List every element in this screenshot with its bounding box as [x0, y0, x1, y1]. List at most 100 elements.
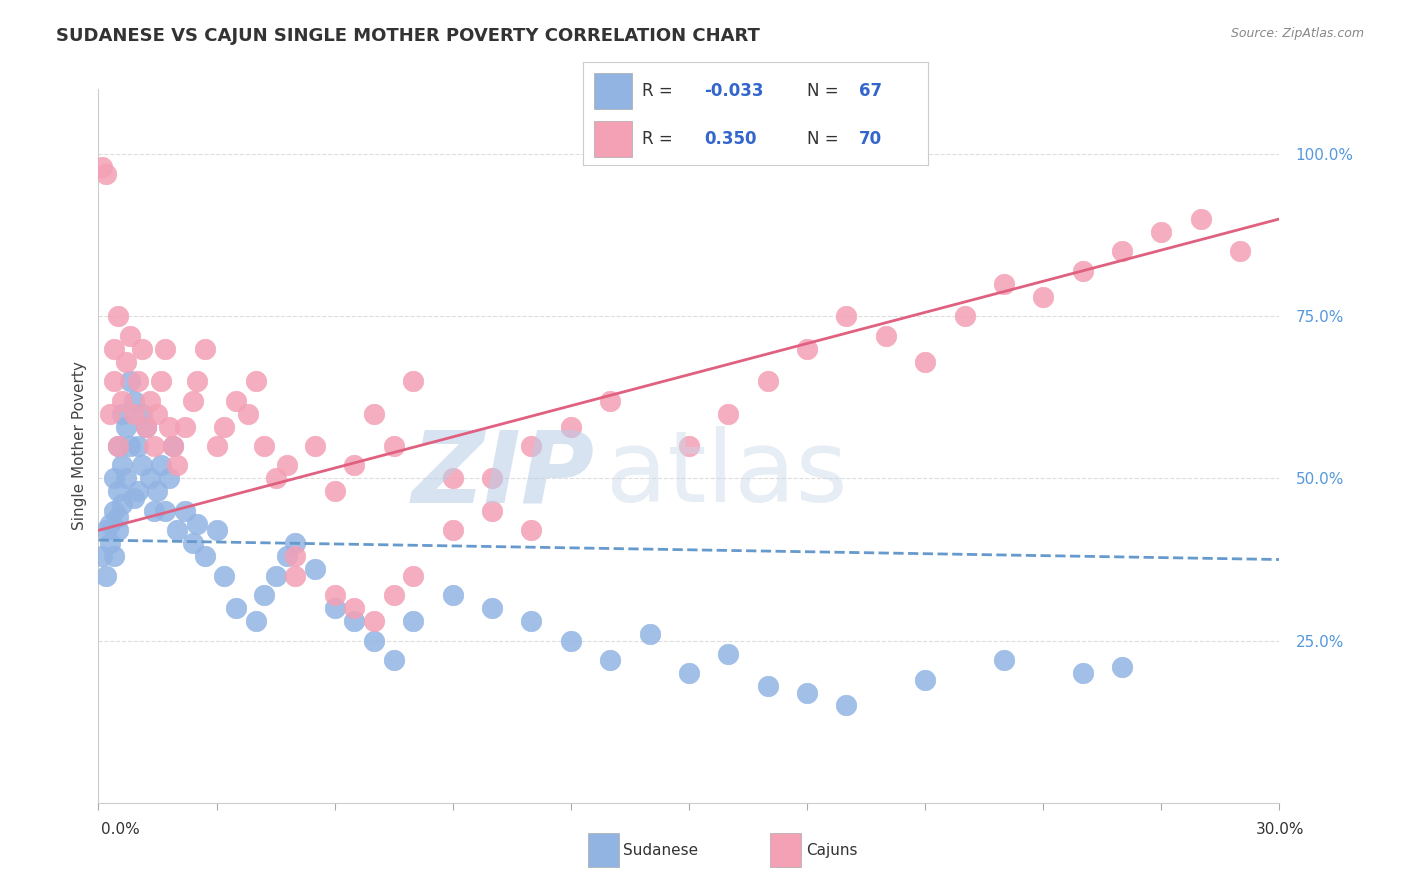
Point [96, 568, 118, 582]
Point [245, 374, 267, 388]
Point [835, 698, 858, 713]
Text: 70: 70 [859, 130, 882, 148]
Point [363, 633, 385, 648]
Point [343, 601, 366, 615]
Point [166, 524, 188, 538]
Point [157, 471, 180, 485]
Point [638, 627, 661, 641]
Point [599, 653, 621, 667]
Bar [593, 73, 631, 109]
Point [304, 439, 326, 453]
Point [103, 374, 125, 388]
Point [194, 342, 217, 356]
Point [107, 484, 129, 499]
Point [441, 471, 464, 485]
Point [142, 504, 165, 518]
Point [481, 471, 503, 485]
Point [174, 419, 197, 434]
Point [103, 471, 125, 485]
Point [796, 342, 818, 356]
Point [1071, 666, 1094, 681]
Point [756, 679, 779, 693]
Point [382, 653, 405, 667]
Point [205, 439, 228, 453]
Point [284, 568, 307, 582]
Point [122, 491, 145, 505]
Point [402, 614, 425, 628]
Point [264, 568, 287, 582]
Point [107, 439, 129, 453]
Point [343, 458, 366, 473]
Point [194, 549, 217, 564]
Point [323, 588, 346, 602]
Text: N =: N = [807, 130, 844, 148]
Text: ZIP: ZIP [412, 426, 595, 523]
Point [264, 471, 287, 485]
Point [441, 524, 464, 538]
Point [166, 458, 188, 473]
Point [155, 504, 177, 518]
Point [953, 310, 976, 324]
Text: N =: N = [807, 82, 844, 100]
Text: Sudanese: Sudanese [623, 843, 697, 857]
Text: 0.350: 0.350 [704, 130, 756, 148]
Point [127, 484, 149, 499]
Point [717, 407, 740, 421]
Point [1071, 264, 1094, 278]
Point [107, 310, 129, 324]
Point [131, 407, 153, 421]
Point [115, 471, 138, 485]
Point [382, 439, 405, 453]
Point [162, 439, 184, 453]
Point [118, 374, 141, 388]
Point [91, 160, 114, 174]
Point [142, 439, 165, 453]
Point [214, 568, 236, 582]
Point [520, 614, 543, 628]
Point [138, 393, 160, 408]
Point [111, 458, 134, 473]
Point [236, 407, 259, 421]
Point [155, 342, 177, 356]
Point [162, 439, 184, 453]
Point [323, 484, 346, 499]
Point [107, 524, 129, 538]
Text: R =: R = [643, 82, 678, 100]
Point [276, 549, 298, 564]
Point [111, 393, 134, 408]
Point [96, 167, 118, 181]
Point [181, 393, 204, 408]
Point [599, 393, 621, 408]
Point [115, 419, 138, 434]
Point [98, 516, 121, 531]
Point [253, 588, 276, 602]
Y-axis label: Single Mother Poverty: Single Mother Poverty [72, 361, 87, 531]
Point [186, 516, 208, 531]
Point [174, 504, 197, 518]
Text: atlas: atlas [606, 426, 848, 523]
Point [402, 568, 425, 582]
Point [135, 419, 157, 434]
Point [323, 601, 346, 615]
Point [756, 374, 779, 388]
Text: R =: R = [643, 130, 683, 148]
Point [481, 601, 503, 615]
Point [146, 484, 169, 499]
Text: Cajuns: Cajuns [806, 843, 858, 857]
Point [127, 439, 149, 453]
Point [107, 439, 129, 453]
Point [520, 524, 543, 538]
Point [214, 419, 236, 434]
Text: 0.0%: 0.0% [101, 822, 141, 837]
Point [914, 673, 936, 687]
Point [115, 354, 138, 368]
Point [131, 458, 153, 473]
Point [111, 407, 134, 421]
Point [103, 504, 125, 518]
Point [96, 524, 118, 538]
Point [284, 536, 307, 550]
Point [560, 419, 582, 434]
Point [875, 328, 897, 343]
Point [1189, 211, 1212, 226]
Point [678, 666, 700, 681]
